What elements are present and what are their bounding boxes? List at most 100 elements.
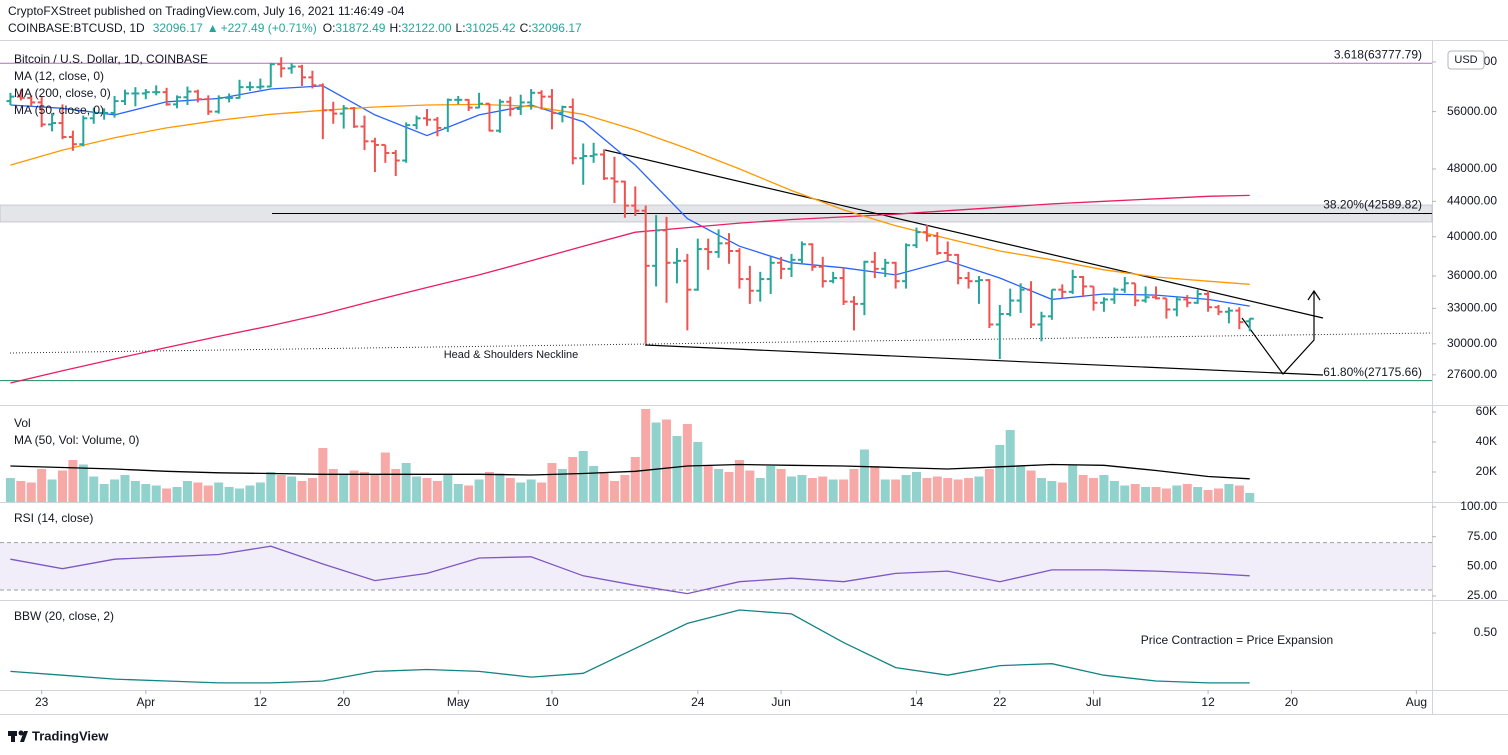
volume-bar — [380, 452, 390, 502]
ohlc-value: 32096.17 — [532, 21, 582, 35]
ohlc-bar — [266, 63, 275, 88]
volume-bar — [1203, 490, 1213, 502]
ohlc-bar — [1172, 296, 1181, 317]
volume-bar — [599, 472, 609, 502]
ohlc-bar — [495, 99, 504, 133]
volume-bar — [745, 470, 755, 502]
ohlc-bar — [214, 95, 223, 114]
ohlc-bar — [672, 248, 681, 284]
currency[interactable]: USD — [1454, 54, 1477, 66]
ohlc-bar — [891, 261, 900, 289]
volume-bar — [68, 460, 78, 502]
ohlc-bar — [48, 112, 57, 132]
volume-bar — [182, 481, 192, 502]
legend-entry: MA (200, close, 0) — [14, 86, 111, 100]
x-tick-label: Jul — [1086, 695, 1101, 709]
volume-bar — [141, 484, 151, 502]
x-tick-label: 20 — [337, 695, 351, 709]
ohlc-bar — [1224, 307, 1233, 324]
volume-bar — [797, 475, 807, 502]
volume-bar — [57, 470, 67, 502]
volume-bar — [1245, 493, 1255, 502]
neckline — [9, 332, 1433, 354]
ohlc-bar — [912, 227, 921, 249]
ohlc-bar — [120, 89, 129, 106]
ohlc-bar — [652, 215, 661, 287]
moving-average — [10, 463, 1250, 480]
volume-bar — [995, 445, 1005, 502]
volume-bar — [630, 457, 640, 502]
ohlc-bar — [6, 92, 15, 106]
volume-bar — [276, 475, 286, 502]
ohlc-bar — [1245, 317, 1254, 332]
y-tick-label: 40000.00 — [1447, 229, 1497, 243]
volume-bar — [724, 472, 734, 502]
volume-bar — [1182, 484, 1192, 502]
ohlc-bar — [943, 241, 952, 262]
volume-bar — [1016, 466, 1026, 502]
ohlc-bar — [245, 81, 254, 91]
volume-bar — [307, 478, 317, 502]
ohlc-bar — [714, 229, 723, 258]
symbol-line: COINBASE:BTCUSD, 1D 32096.17 ▲ +227.49 (+0.… — [8, 21, 582, 35]
ohlc-bar — [995, 304, 1004, 359]
ohlc-bar — [485, 102, 494, 132]
ohlc-bar — [797, 241, 806, 264]
ohlc-bar — [433, 116, 442, 137]
volume-bar — [464, 485, 474, 502]
ohlc-bar — [1047, 288, 1056, 320]
legend-entry: MA (12, close, 0) — [14, 69, 104, 83]
volume-bar — [495, 473, 505, 502]
currency-badge[interactable] — [1447, 50, 1485, 70]
y-tick-label: 60K — [1476, 404, 1497, 418]
ohlc-bar — [881, 258, 890, 278]
volume-bar — [974, 476, 984, 502]
volume-bar — [1151, 487, 1161, 502]
volume-bar — [1068, 464, 1078, 502]
ohlc-bar — [745, 265, 754, 304]
ohlc-bar — [58, 104, 67, 140]
ohlc-bar — [475, 92, 484, 109]
volume-bar — [766, 466, 776, 502]
ohlc-bar — [370, 137, 379, 173]
volume-bar — [557, 469, 567, 502]
ohlc-bar — [829, 271, 838, 284]
volume-bar — [578, 451, 588, 502]
volume-bar — [714, 469, 724, 502]
volume-bar — [1099, 475, 1109, 502]
ohlc-bar — [620, 180, 629, 218]
volume-bar — [443, 475, 453, 502]
volume-bar — [193, 482, 203, 502]
y-tick-label: 56000.00 — [1447, 104, 1497, 118]
x-tick-label: 12 — [254, 695, 268, 709]
volume-bar — [1089, 478, 1099, 502]
volume-bar — [787, 476, 797, 502]
volume-bar — [1130, 484, 1140, 502]
ohlc-bar — [131, 87, 140, 107]
footer-logo — [8, 730, 28, 742]
volume-bar — [89, 476, 99, 502]
x-tick-label: Apr — [136, 695, 155, 709]
moving-average — [10, 103, 1250, 285]
pane-subtitle: MA (50, Vol: Volume, 0) — [14, 433, 139, 447]
volume-bar — [547, 463, 557, 502]
volume-bar — [672, 436, 682, 502]
ohlc-bar — [839, 267, 848, 305]
volume-bar — [401, 463, 411, 502]
ohlc-bar — [849, 296, 858, 331]
ohlc-bar — [735, 248, 744, 289]
ohlc-value: 31025.42 — [466, 21, 516, 35]
ohlc-bar — [527, 89, 536, 110]
ohlc-bar — [27, 95, 36, 107]
footer-brand: TradingView — [32, 728, 109, 743]
ohlc-bar — [725, 233, 734, 264]
ohlc-bar — [443, 98, 452, 133]
volume-bar — [245, 485, 255, 502]
ohlc-value: 32122.00 — [401, 21, 451, 35]
ohlc-bar — [985, 279, 994, 329]
volume-bar — [651, 422, 661, 502]
volume-bar — [474, 479, 484, 502]
volume-bar — [953, 479, 963, 502]
